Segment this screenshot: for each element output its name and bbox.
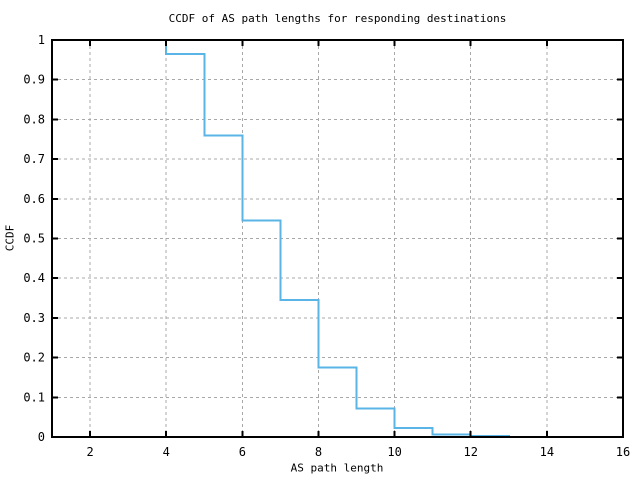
y-tick-label: 0.6 [23, 192, 45, 206]
ccdf-step-curve [165, 40, 510, 438]
x-tick-label: 12 [464, 445, 478, 459]
y-tick-label: 0.1 [23, 390, 45, 404]
y-tick-label: 0.7 [23, 152, 45, 166]
x-tick-label: 16 [616, 445, 630, 459]
x-tick-label: 8 [315, 445, 322, 459]
y-tick-label: 0 [38, 430, 45, 444]
y-tick-label: 0.3 [23, 311, 45, 325]
y-tick-label: 0.5 [23, 232, 45, 246]
x-axis-label: AS path length [290, 461, 384, 475]
y-tick-label: 1 [38, 33, 45, 47]
x-tick-label: 6 [239, 445, 246, 459]
x-tick-label: 4 [163, 445, 170, 459]
y-tick-label: 0.4 [23, 271, 45, 285]
y-axis-label: CCDF [3, 224, 17, 252]
x-tick-label: 2 [86, 445, 93, 459]
y-tick-label: 0.8 [23, 112, 45, 126]
chart-title: CCDF of AS path lengths for responding d… [168, 12, 507, 25]
y-tick-label: 0.9 [23, 73, 45, 87]
y-tick-label: 0.2 [23, 351, 45, 365]
x-tick-label: 14 [540, 445, 554, 459]
x-tick-label: 10 [387, 445, 401, 459]
